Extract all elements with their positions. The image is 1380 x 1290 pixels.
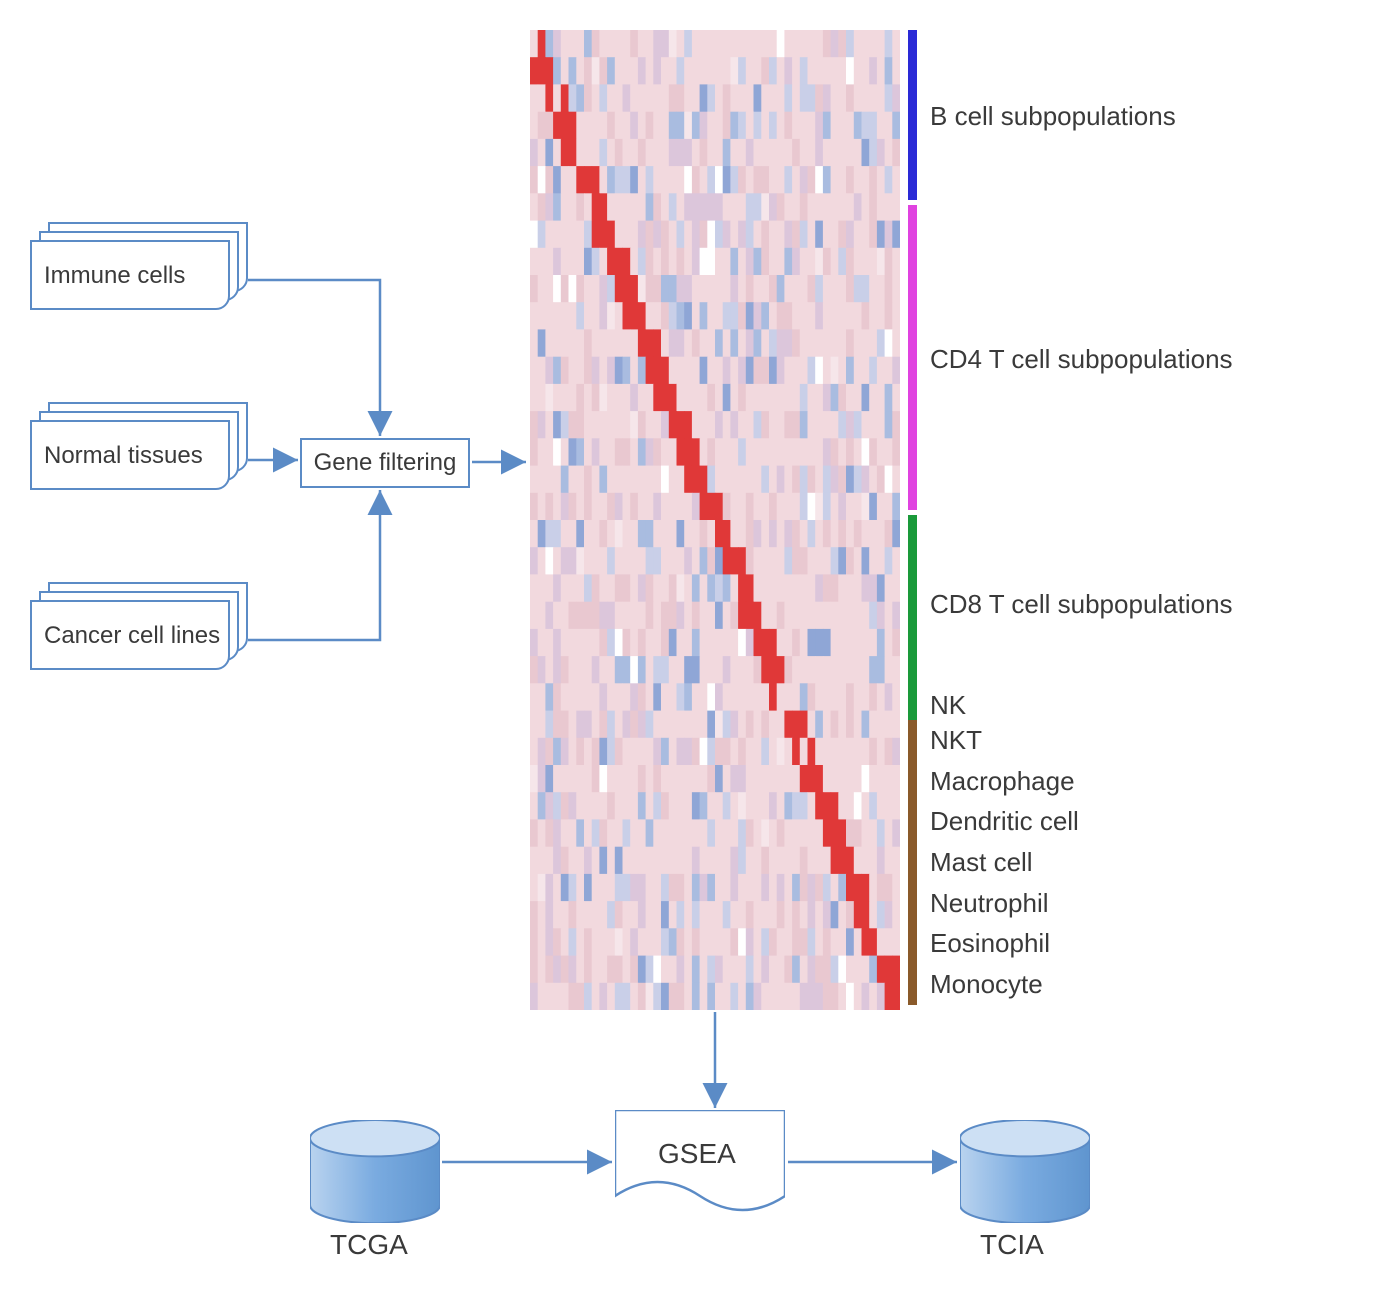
tcia-database-icon <box>960 1120 1090 1223</box>
annotation-label-other-6: Monocyte <box>930 969 1043 1000</box>
annotation-label-nk: NK <box>930 690 966 721</box>
annotation-bar-bcell <box>908 30 917 200</box>
tcia-label: TCIA <box>980 1229 1044 1261</box>
annotation-label-other-4: Neutrophil <box>930 888 1049 919</box>
gene-expression-heatmap <box>530 30 900 1010</box>
annotation-label-cd8: CD8 T cell subpopulations <box>930 589 1233 620</box>
annotation-label-other-2: Dendritic cell <box>930 806 1079 837</box>
cancer-lines-label: Cancer cell lines <box>44 622 220 650</box>
immune-cells-stack: Immune cells <box>30 240 250 330</box>
gsea-label: GSEA <box>658 1138 736 1170</box>
immune-cells-label: Immune cells <box>44 262 185 290</box>
annotation-label-other-3: Mast cell <box>930 847 1033 878</box>
annotation-bar-nk <box>908 690 917 720</box>
gene-filtering-box: Gene filtering <box>300 438 470 488</box>
tcga-database-icon <box>310 1120 440 1223</box>
annotation-label-other-0: NKT <box>930 725 982 756</box>
annotation-label-other-1: Macrophage <box>930 766 1075 797</box>
annotation-bar-other <box>908 720 917 1005</box>
annotation-label-bcell: B cell subpopulations <box>930 101 1176 132</box>
annotation-label-other-5: Eosinophil <box>930 928 1050 959</box>
workflow-diagram: Immune cells Normal tissues Cancer cell li… <box>0 0 1380 1290</box>
normal-tissues-stack: Normal tissues <box>30 420 250 510</box>
normal-tissues-label: Normal tissues <box>44 442 203 470</box>
gene-filtering-label: Gene filtering <box>314 449 457 477</box>
annotation-bar-cd8 <box>908 515 917 690</box>
cancer-lines-stack: Cancer cell lines <box>30 600 250 690</box>
tcga-label: TCGA <box>330 1229 408 1261</box>
annotation-bar-cd4 <box>908 205 917 510</box>
annotation-label-cd4: CD4 T cell subpopulations <box>930 344 1233 375</box>
